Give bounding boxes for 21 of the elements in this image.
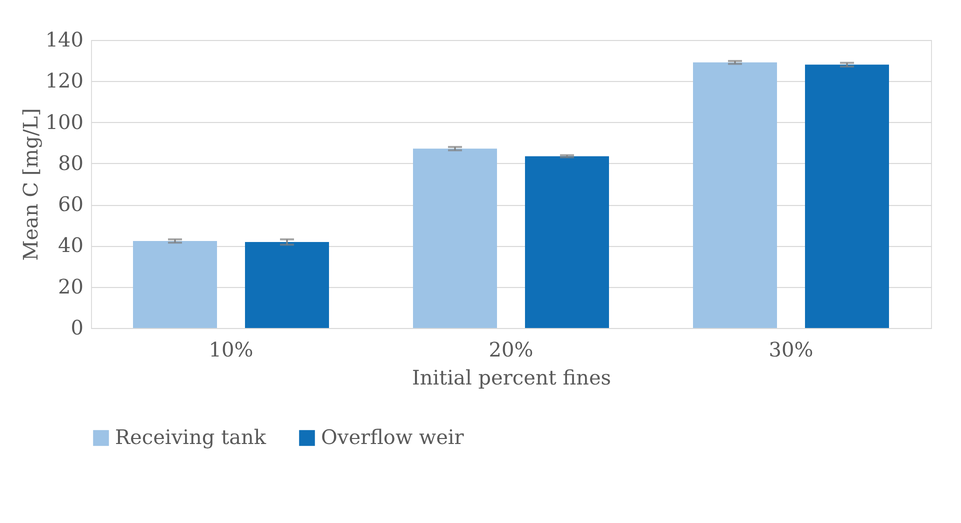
- y-tick-label: 20: [58, 274, 84, 298]
- y-axis-title: Mean C [mg/L]: [18, 108, 42, 261]
- legend-label: Overflow weir: [321, 425, 464, 449]
- x-tick-label: 30%: [768, 338, 814, 362]
- bar: [693, 62, 777, 328]
- x-tick-label: 10%: [208, 338, 254, 362]
- y-tick-label: 60: [58, 192, 84, 216]
- bar: [413, 148, 497, 328]
- y-tick-label: 140: [45, 28, 84, 52]
- y-tick-label: 100: [45, 110, 84, 134]
- legend-label: Receiving tank: [115, 425, 267, 449]
- x-tick-label: 20%: [488, 338, 534, 362]
- bar: [525, 156, 609, 328]
- y-tick-label: 40: [58, 233, 84, 258]
- x-axis-title: Initial percent fines: [412, 366, 612, 390]
- bar: [245, 242, 329, 328]
- y-tick-label: 0: [70, 316, 84, 340]
- bar: [805, 64, 889, 328]
- y-tick-label: 120: [45, 68, 84, 93]
- y-tick-label: 80: [58, 150, 84, 175]
- bar: [133, 240, 217, 328]
